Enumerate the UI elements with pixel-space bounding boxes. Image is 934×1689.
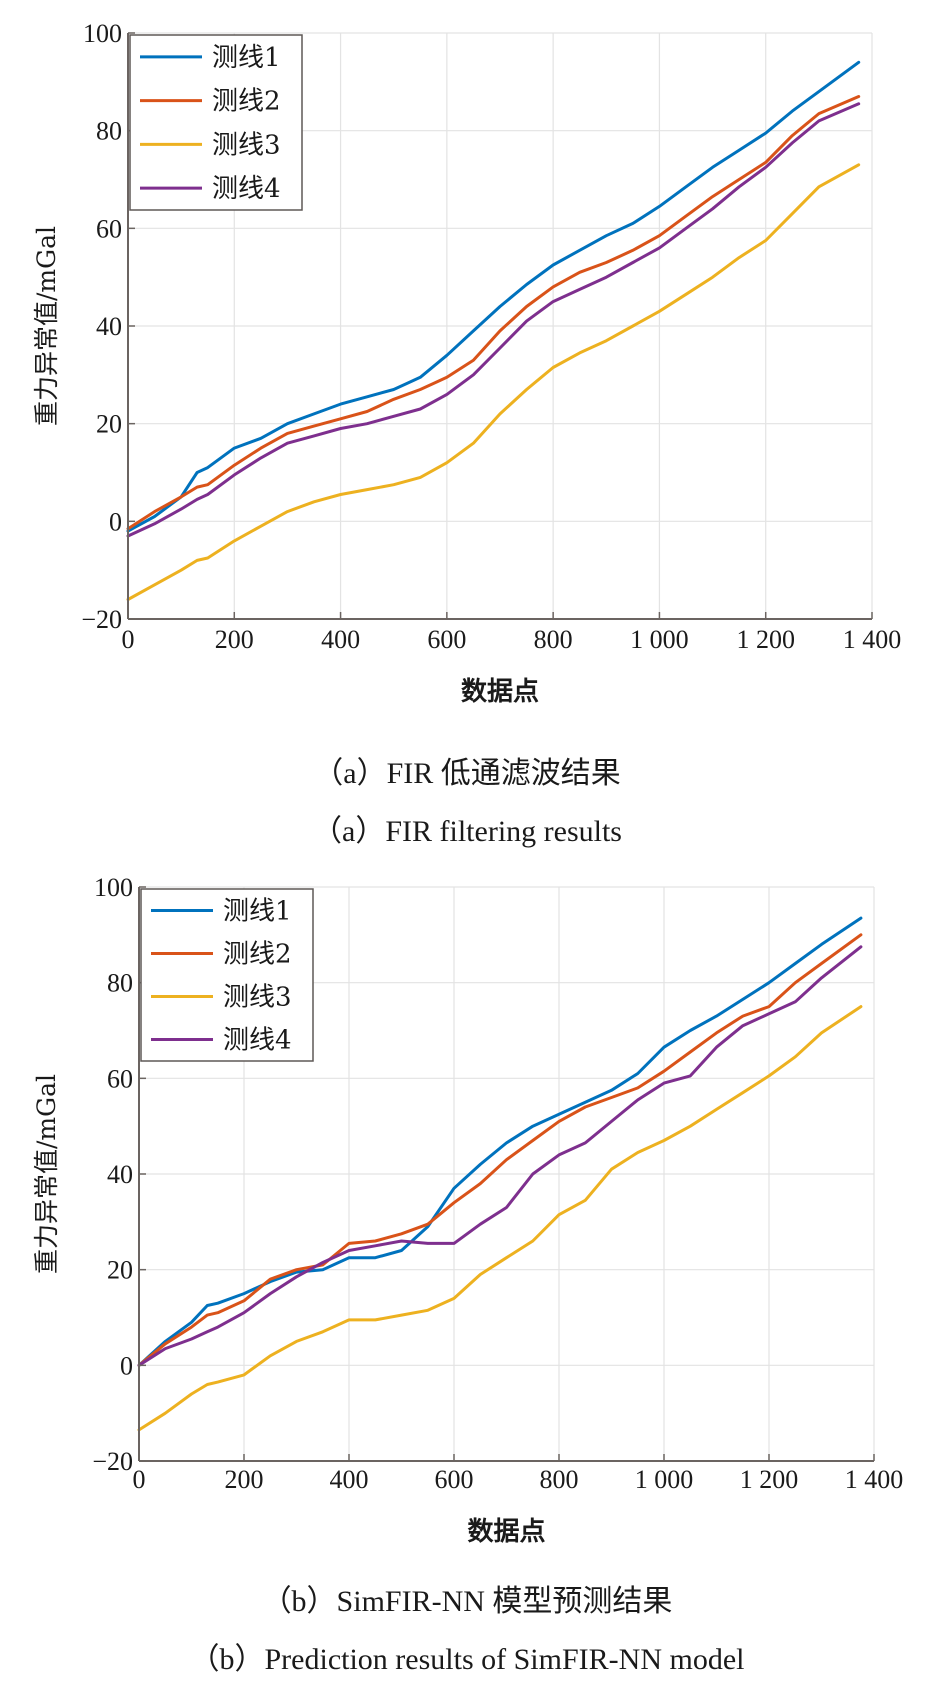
legend-label-3: 测线3: [212, 130, 281, 160]
x-axis-label: 数据点: [467, 1516, 545, 1547]
legend-label-3: 测线3: [223, 983, 292, 1013]
y-tick-label: 20: [96, 410, 122, 439]
y-tick-label: 40: [96, 312, 122, 341]
x-tick-label: 400: [330, 1465, 369, 1494]
series-line-3: [126, 163, 861, 601]
series-line-3: [137, 1005, 863, 1432]
x-tick-label: 0: [122, 625, 135, 654]
legend-box: [129, 34, 303, 211]
y-tick-label: 20: [107, 1256, 133, 1285]
caption-a-chinese: （a）FIR 低通滤波结果: [313, 757, 621, 790]
series-line-2: [126, 95, 861, 531]
x-tick-label: 1 000: [630, 625, 689, 654]
x-tick-label: 400: [321, 625, 360, 654]
x-tick-label: 800: [534, 625, 573, 654]
y-axis-label: 重力异常值/mGal: [32, 1074, 61, 1274]
series-line-1: [126, 60, 861, 533]
y-tick-label: −20: [92, 1447, 133, 1476]
legend: 测线1 测线2 测线3 测线4: [129, 34, 303, 211]
x-tick-label: 1 000: [635, 1465, 694, 1494]
y-tick-label: 80: [96, 117, 122, 146]
y-tick-label: 0: [120, 1351, 133, 1380]
x-tick-label: 1 400: [845, 1465, 904, 1494]
x-axis-label: 数据点: [461, 676, 539, 707]
x-tick-label: 800: [540, 1465, 579, 1494]
legend-label-2: 测线2: [212, 87, 281, 117]
chart-b: 0 200 400 600 800 1 000 1 200 1 400−20020406080…: [32, 873, 903, 1547]
y-tick-label: 80: [107, 969, 133, 998]
legend-label-4: 测线4: [212, 174, 281, 204]
caption-b-chinese: （b）SimFIR-NN 模型预测结果: [261, 1585, 673, 1618]
x-tick-label: 600: [427, 625, 466, 654]
series-line-4: [137, 945, 863, 1367]
legend-label-4: 测线4: [223, 1026, 292, 1056]
legend: 测线1 测线2 测线3 测线4: [140, 888, 314, 1062]
caption-a-english: （a）FIR filtering results: [312, 815, 622, 848]
legend-label-1: 测线1: [212, 43, 281, 73]
y-tick-label: 60: [96, 214, 122, 243]
chart-a: 0 200 400 600 800 1 000 1 200 1 400−20020406080…: [32, 19, 901, 707]
legend-box: [140, 888, 314, 1062]
y-tick-label: −20: [81, 605, 122, 634]
series-line-1: [137, 916, 863, 1367]
y-axis-label: 重力异常值/mGal: [32, 226, 61, 426]
legend-label-2: 测线2: [223, 940, 292, 970]
x-tick-label: 0: [133, 1465, 146, 1494]
x-tick-label: 200: [225, 1465, 264, 1494]
legend-label-1: 测线1: [223, 897, 292, 927]
x-tick-label: 1 400: [843, 625, 902, 654]
x-tick-label: 1 200: [740, 1465, 799, 1494]
series-line-4: [126, 102, 861, 538]
y-tick-label: 0: [109, 507, 122, 536]
series-line-2: [137, 933, 863, 1367]
y-tick-label: 60: [107, 1064, 133, 1093]
caption-b-english: （b）Prediction results of SimFIR-NN model: [189, 1643, 745, 1676]
x-tick-label: 600: [435, 1465, 474, 1494]
y-tick-label: 40: [107, 1160, 133, 1189]
y-tick-label: 100: [83, 19, 122, 48]
x-tick-label: 1 200: [736, 625, 795, 654]
y-tick-label: 100: [94, 873, 133, 902]
x-tick-label: 200: [215, 625, 254, 654]
